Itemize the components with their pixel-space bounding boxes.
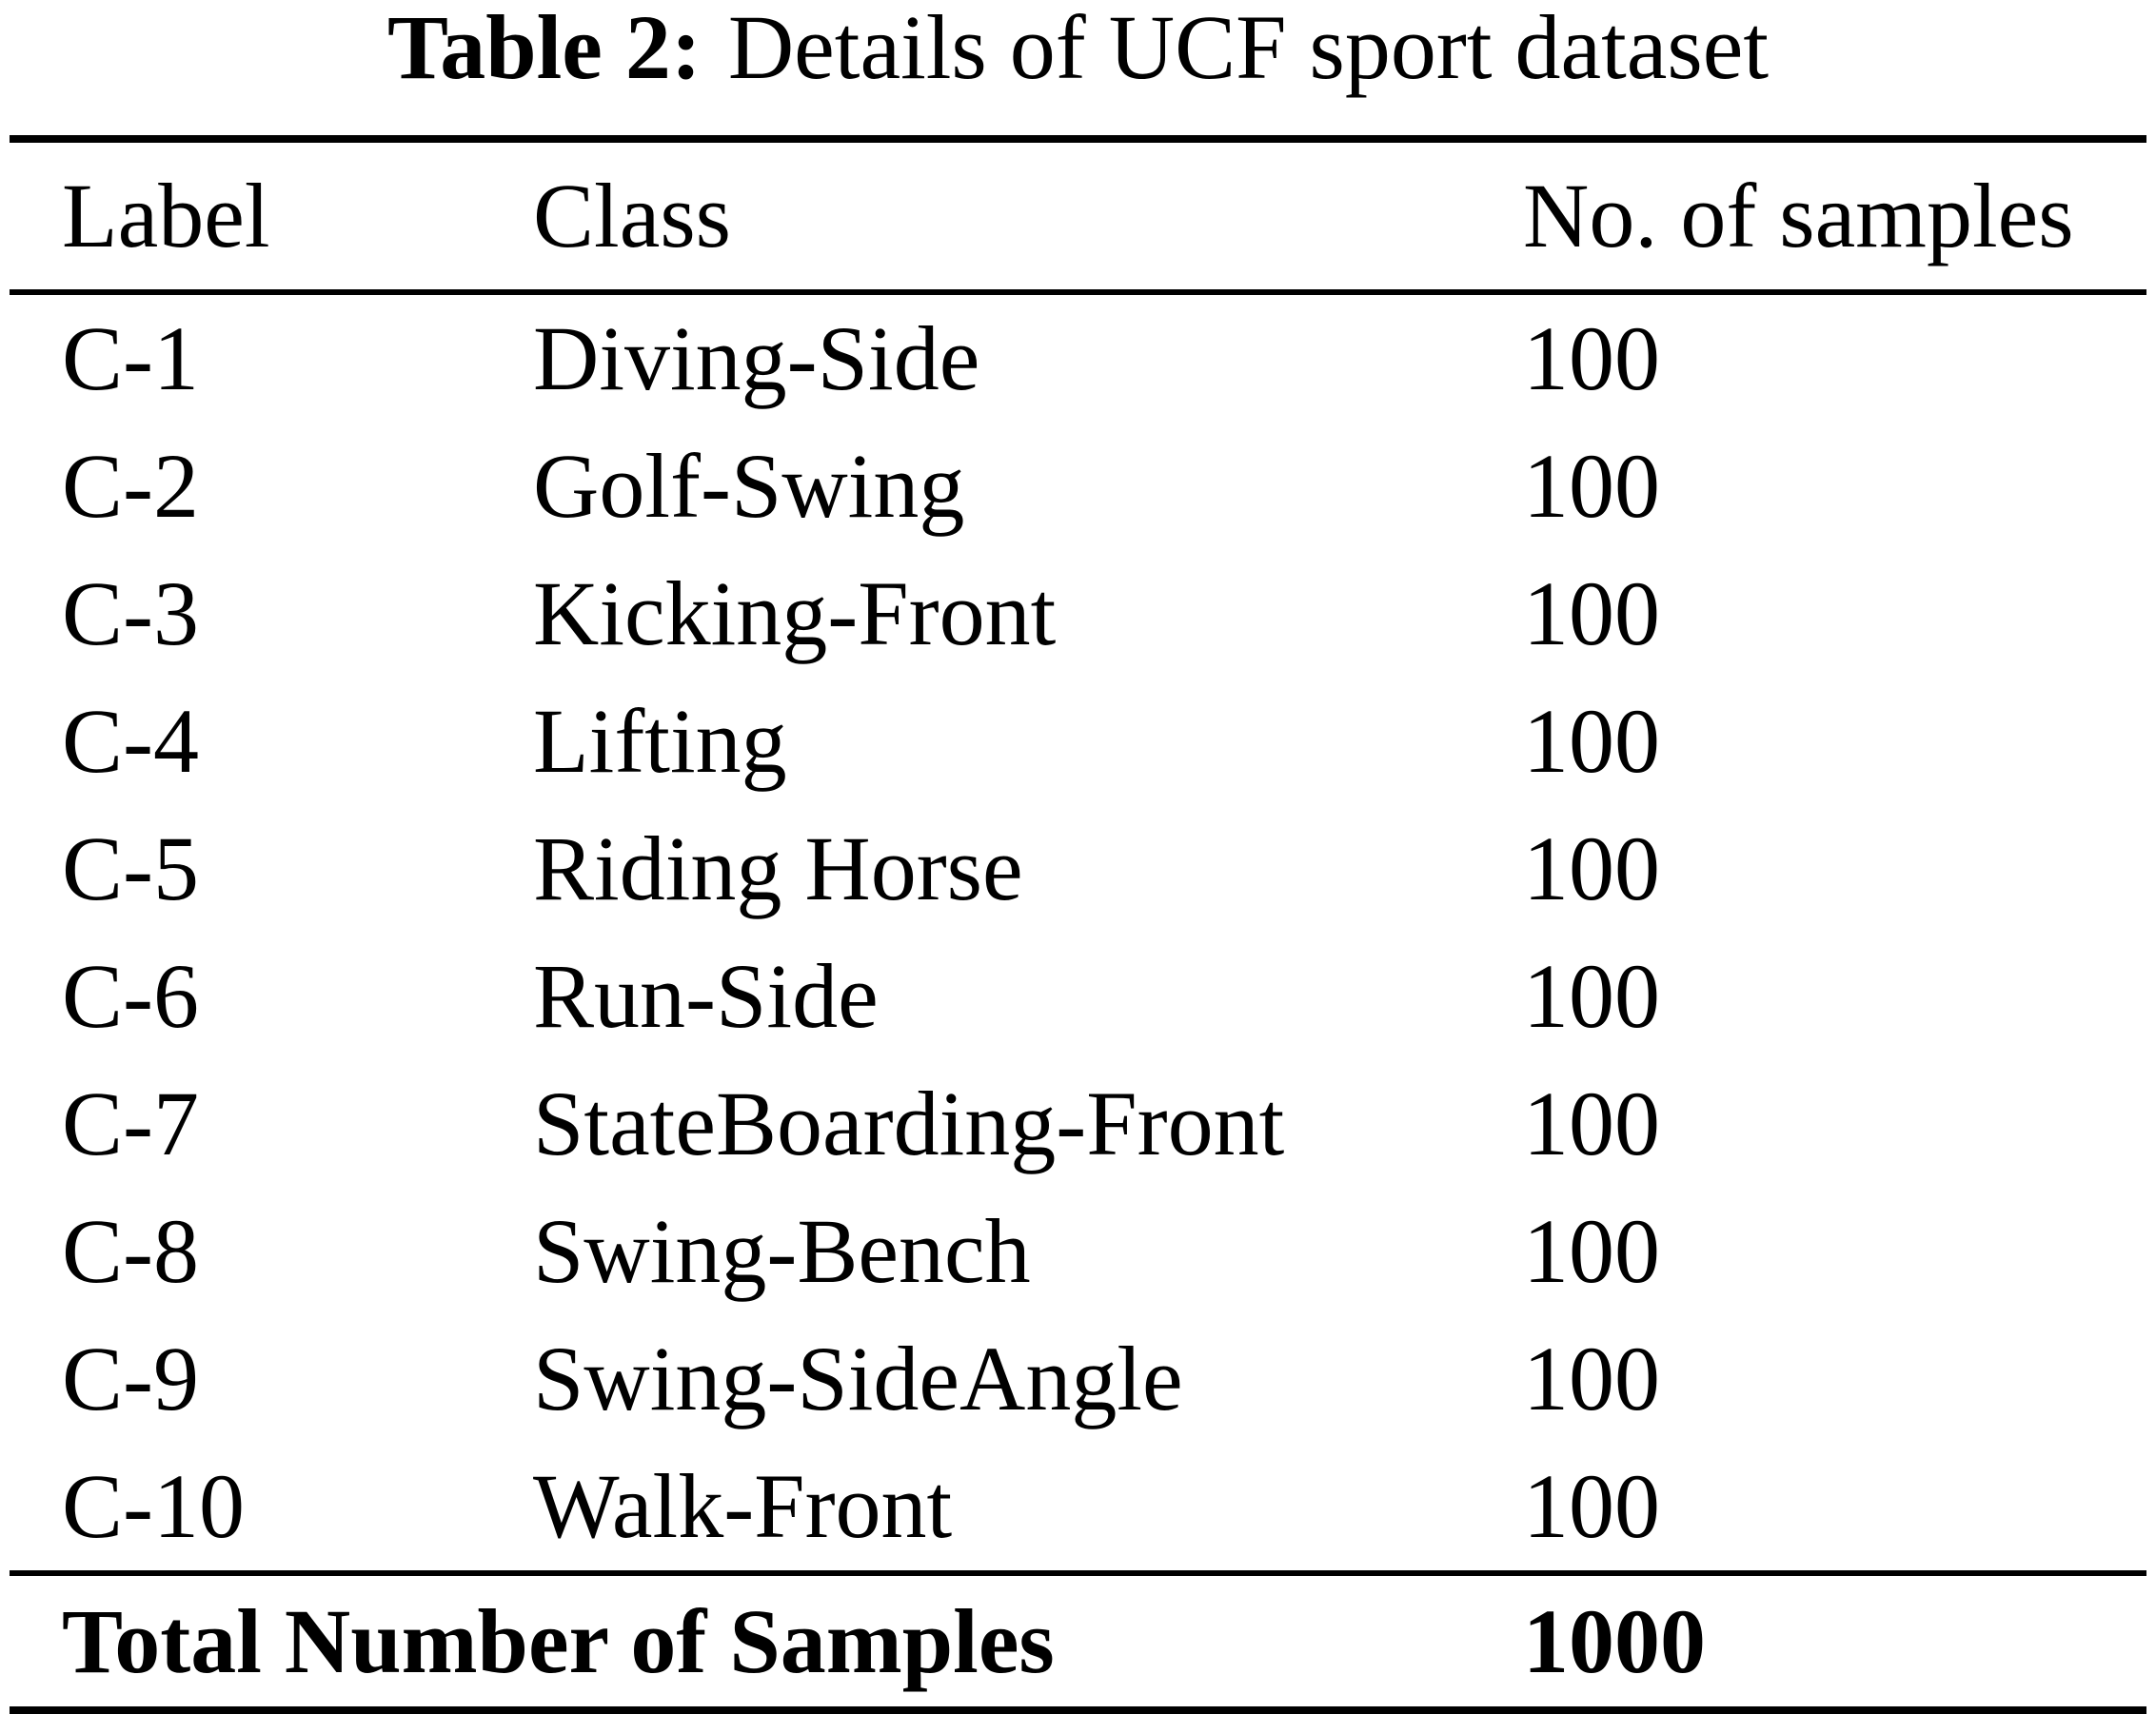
table-row: C-9 Swing-SideAngle 100 [0, 1315, 2156, 1443]
row-samples: 100 [1523, 1200, 1660, 1302]
row-label: C-9 [62, 1328, 199, 1429]
row-class: StateBoarding-Front [533, 1073, 1285, 1174]
table-caption: Table 2: Details of UCF sport dataset [0, 0, 2156, 135]
row-samples: 100 [1523, 562, 1660, 664]
table-row: C-2 Golf-Swing 100 [0, 423, 2156, 550]
table-row: C-7 StateBoarding-Front 100 [0, 1060, 2156, 1188]
row-samples: 100 [1523, 818, 1660, 919]
row-label: C-1 [62, 307, 199, 409]
table-row: C-1 Diving-Side 100 [0, 295, 2156, 423]
row-class: Lifting [533, 690, 787, 792]
row-class: Diving-Side [533, 307, 980, 409]
total-label: Total Number of Samples [62, 1589, 1055, 1692]
row-samples: 100 [1523, 307, 1660, 409]
row-class: Riding Horse [533, 818, 1023, 919]
row-samples: 100 [1523, 690, 1660, 792]
table-row: C-8 Swing-Bench 100 [0, 1188, 2156, 1315]
row-label: C-6 [62, 945, 199, 1047]
header-row: Label Class No. of samples [0, 143, 2156, 289]
bottom-rule [10, 1706, 2146, 1714]
table-row: C-10 Walk-Front 100 [0, 1443, 2156, 1570]
total-rule [10, 1570, 2146, 1576]
row-class: Run-Side [533, 945, 879, 1047]
top-rule [10, 135, 2146, 143]
table-row: C-3 Kicking-Front 100 [0, 550, 2156, 678]
total-value: 1000 [1523, 1589, 1706, 1692]
table-caption-text: Details of UCF sport dataset [727, 0, 1770, 98]
row-label: C-10 [62, 1455, 245, 1557]
row-label: C-3 [62, 562, 199, 664]
row-class: Walk-Front [533, 1455, 953, 1557]
row-samples: 100 [1523, 945, 1660, 1047]
table-caption-number: Table 2: [386, 0, 702, 98]
column-header-samples: No. of samples [1523, 165, 2074, 266]
row-samples: 100 [1523, 1073, 1660, 1174]
column-header-class: Class [533, 165, 732, 266]
table-row: C-5 Riding Horse 100 [0, 805, 2156, 933]
row-class: Swing-SideAngle [533, 1328, 1183, 1429]
table-body: C-1 Diving-Side 100 C-2 Golf-Swing 100 C… [0, 295, 2156, 1570]
table-row: C-6 Run-Side 100 [0, 933, 2156, 1060]
row-label: C-8 [62, 1200, 199, 1302]
header-rule [10, 289, 2146, 295]
row-class: Golf-Swing [533, 435, 965, 537]
row-class: Kicking-Front [533, 562, 1057, 664]
row-label: C-7 [62, 1073, 199, 1174]
row-class: Swing-Bench [533, 1200, 1031, 1302]
row-samples: 100 [1523, 1455, 1660, 1557]
row-label: C-2 [62, 435, 199, 537]
table-row: C-4 Lifting 100 [0, 678, 2156, 805]
row-label: C-4 [62, 690, 199, 792]
row-label: C-5 [62, 818, 199, 919]
column-header-label: Label [62, 165, 270, 266]
row-samples: 100 [1523, 1328, 1660, 1429]
row-samples: 100 [1523, 435, 1660, 537]
total-row: Total Number of Samples 1000 [0, 1576, 2156, 1706]
